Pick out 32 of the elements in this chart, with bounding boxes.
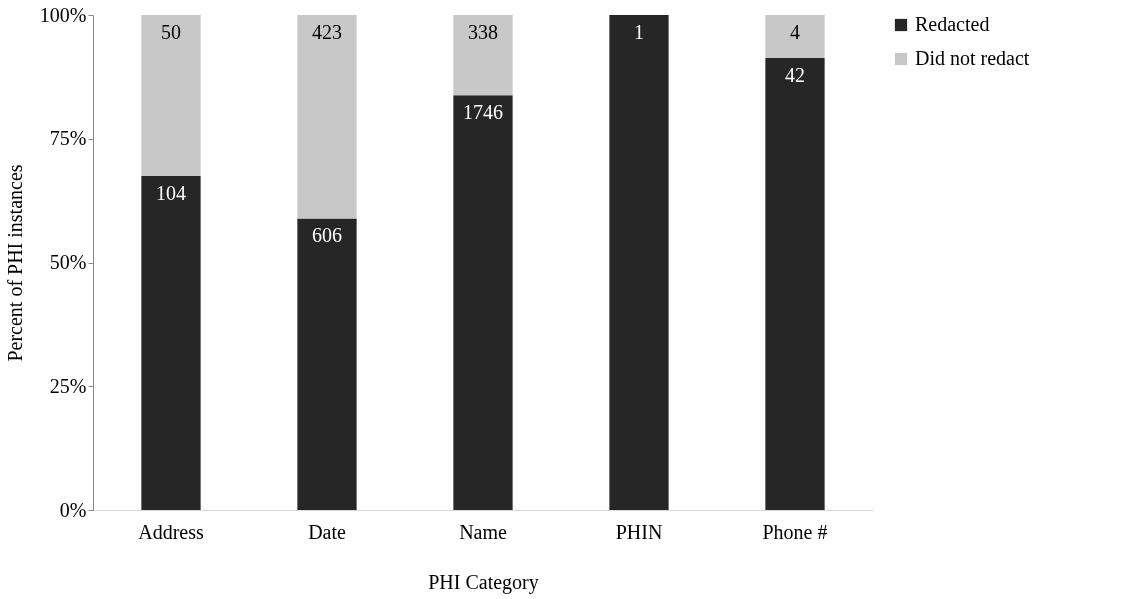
x-tick-label: Address — [138, 520, 204, 543]
y-tick-label: 0% — [59, 498, 87, 521]
bar — [141, 175, 201, 510]
annotation: 606 — [312, 224, 342, 247]
annotation: 1 — [634, 21, 644, 43]
annotation: 42 — [785, 64, 805, 87]
y-tick-label: 100% — [39, 3, 87, 26]
x-axis-title: PHI Category — [428, 570, 539, 594]
annotation: 50 — [161, 21, 181, 43]
annotation: 1746 — [463, 101, 503, 124]
bar — [297, 218, 357, 510]
x-tick-label: Date — [308, 520, 346, 543]
annotation: 423 — [312, 21, 342, 43]
bar — [141, 15, 201, 176]
annotation: 4 — [790, 21, 800, 43]
bar — [453, 15, 513, 96]
x-tick-label: PHIN — [615, 520, 663, 543]
x-tick-label: Phone # — [762, 520, 828, 543]
bar — [765, 15, 825, 59]
bar — [453, 95, 513, 510]
x-tick-label: Name — [459, 520, 507, 543]
y-axis-title: Percent of PHI instances — [3, 164, 26, 362]
annotation: 104 — [156, 181, 186, 204]
legend-label: Did not redact — [915, 47, 1030, 69]
bar — [297, 15, 357, 219]
y-tick-label: 75% — [49, 127, 87, 150]
annotation: 338 — [468, 21, 498, 43]
bar — [765, 58, 825, 510]
bar — [609, 15, 669, 510]
y-tick-label: 50% — [49, 251, 87, 273]
legend-label: Redacted — [915, 13, 990, 35]
y-tick-label: 25% — [49, 374, 87, 397]
